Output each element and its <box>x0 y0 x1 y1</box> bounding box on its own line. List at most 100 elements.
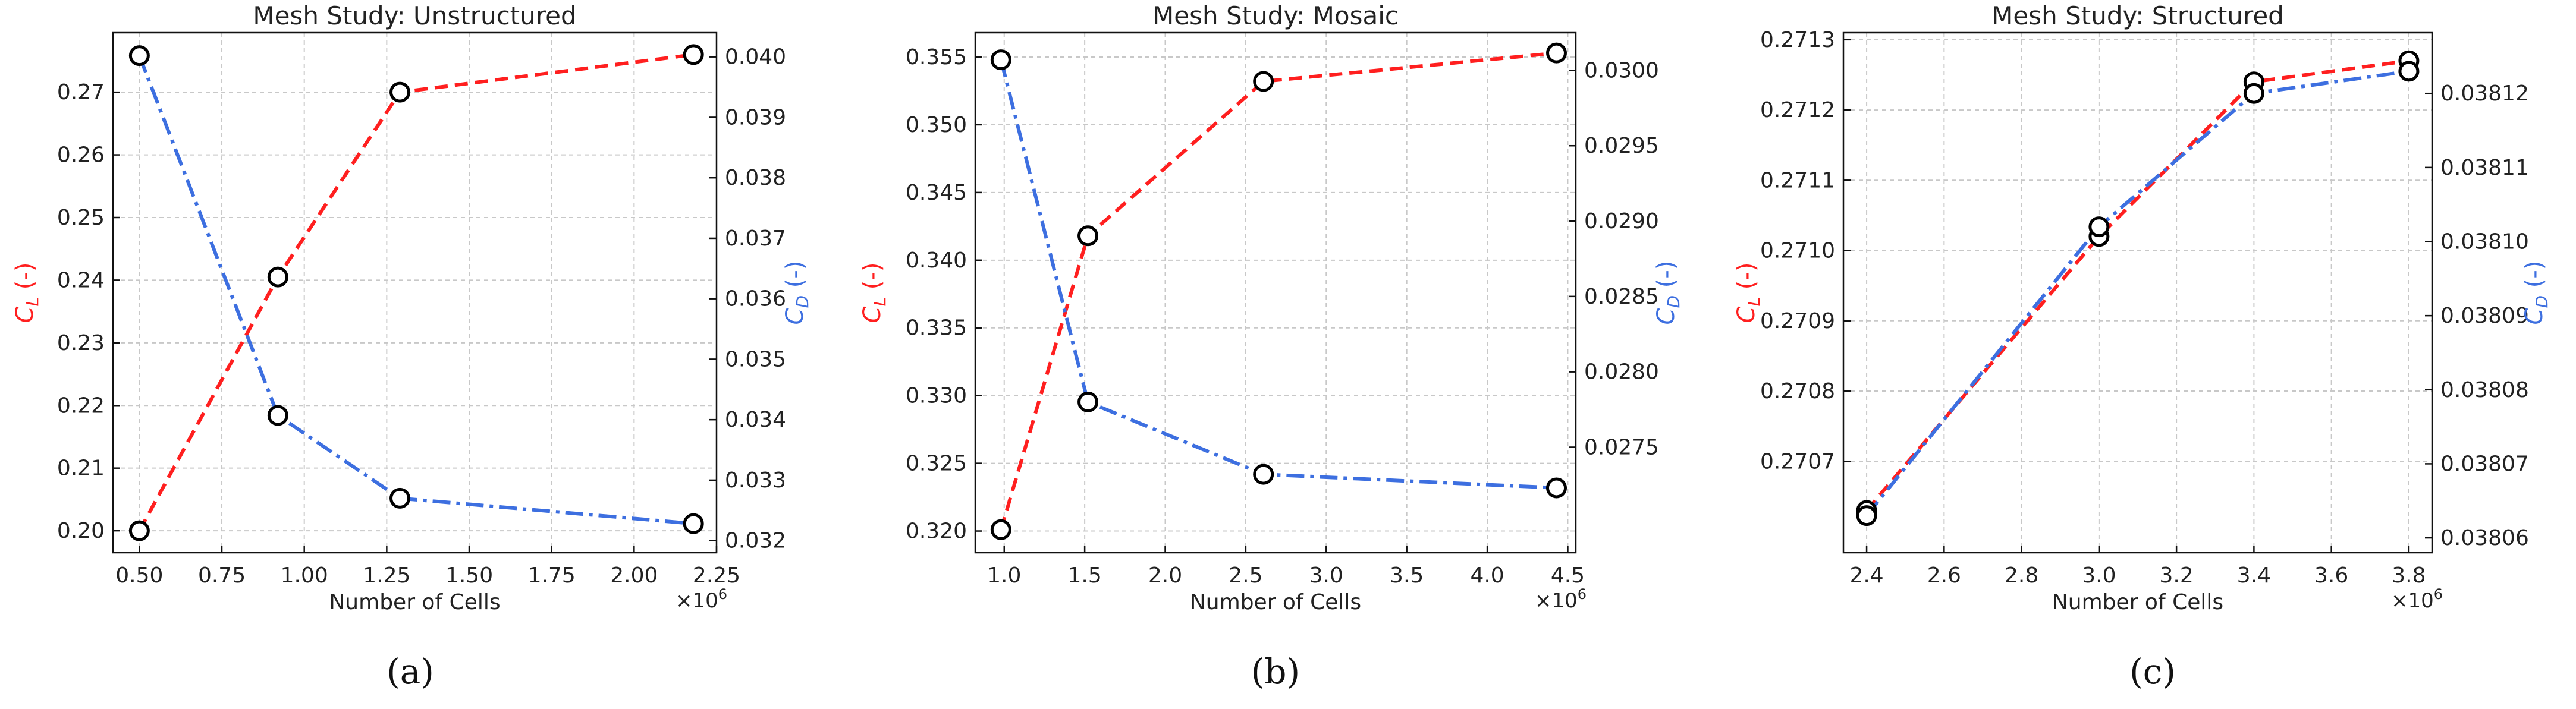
data-point-cd <box>1546 477 1567 499</box>
y-right-tick-label: 0.0275 <box>1584 435 1659 459</box>
y-left-axis-label: CL (-) <box>859 263 890 323</box>
y-right-tick-label: 0.034 <box>725 408 786 432</box>
y-right-tick-label: 0.035 <box>725 347 786 371</box>
y-left-tick-label: 0.325 <box>906 452 967 476</box>
y-right-tick-label: 0.0300 <box>1584 58 1659 83</box>
panel-caption: (a) <box>387 651 434 692</box>
y-left-tick-label: 0.320 <box>906 519 967 544</box>
data-point-cd <box>1856 505 1877 527</box>
x-tick-label: 1.75 <box>528 563 576 588</box>
data-point-cd <box>267 405 288 426</box>
y-left-axis-label: CL (-) <box>1733 263 1764 323</box>
x-tick-label: 2.6 <box>1927 563 1961 588</box>
data-point-cl <box>128 520 150 541</box>
y-left-tick-label: 0.355 <box>906 45 967 70</box>
x-scale-multiplier: ×106 <box>2391 586 2443 613</box>
chart-title: Mesh Study: Structured <box>1991 1 2284 30</box>
x-tick-label: 2.0 <box>1148 563 1182 588</box>
data-point-cl <box>1253 71 1274 92</box>
x-tick-label: 2.5 <box>1229 563 1262 588</box>
y-right-tick-label: 0.03809 <box>2440 304 2529 328</box>
x-tick-label: 1.25 <box>363 563 410 588</box>
data-point-cd <box>128 45 150 67</box>
y-right-tick-label: 0.03808 <box>2440 378 2529 402</box>
panel-caption: (b) <box>1251 651 1300 692</box>
data-point-cl <box>1077 225 1099 247</box>
data-point-cl <box>683 44 704 65</box>
y-right-tick-label: 0.033 <box>725 468 786 493</box>
y-left-tick-label: 0.25 <box>57 206 105 230</box>
series-line-cl <box>1865 59 2409 512</box>
y-left-tick-label: 0.2708 <box>1760 379 1835 404</box>
x-tick-label: 2.00 <box>610 563 658 588</box>
x-tick-label: 3.4 <box>2237 563 2271 588</box>
y-left-tick-label: 0.330 <box>906 384 967 408</box>
y-left-tick-label: 0.2713 <box>1760 28 1835 52</box>
y-left-tick-label: 0.23 <box>57 331 105 355</box>
x-tick-label: 1.50 <box>445 563 493 588</box>
y-right-tick-label: 0.03811 <box>2440 156 2529 180</box>
y-right-tick-label: 0.0280 <box>1584 360 1659 385</box>
plot-frame <box>1842 31 2433 554</box>
x-tick-label: 3.5 <box>1390 563 1424 588</box>
y-left-tick-label: 0.2711 <box>1760 168 1835 193</box>
series-line-cd <box>999 59 1557 490</box>
y-right-tick-label: 0.0290 <box>1584 209 1659 234</box>
x-scale-multiplier: ×106 <box>676 586 727 613</box>
x-tick-label: 0.75 <box>198 563 246 588</box>
y-right-tick-label: 0.03806 <box>2440 526 2529 550</box>
data-point-cd <box>683 513 704 534</box>
data-point-cl <box>1546 42 1567 64</box>
data-point-cl <box>389 81 411 103</box>
plot-frame <box>112 31 718 554</box>
y-left-tick-label: 0.24 <box>57 268 105 292</box>
y-right-tick-label: 0.032 <box>725 529 786 553</box>
y-left-tick-label: 0.20 <box>57 519 105 543</box>
x-tick-label: 0.50 <box>115 563 163 588</box>
chart-title: Mesh Study: Mosaic <box>1152 1 1399 30</box>
y-left-tick-label: 0.2712 <box>1760 98 1835 122</box>
series-line-cd <box>137 55 694 526</box>
y-right-axis-label: CD (-) <box>781 261 812 325</box>
y-left-tick-label: 0.345 <box>906 181 967 205</box>
y-right-tick-label: 0.039 <box>725 105 786 130</box>
x-axis-label: Number of Cells <box>2052 590 2223 615</box>
y-right-axis-label: CD (-) <box>1653 261 1683 325</box>
data-point-cl <box>267 266 288 288</box>
data-point-cd <box>389 487 411 509</box>
y-right-tick-label: 0.03812 <box>2440 81 2529 106</box>
y-left-tick-label: 0.21 <box>57 456 105 481</box>
data-point-cd <box>1077 391 1099 412</box>
x-tick-label: 3.8 <box>2392 563 2426 588</box>
panel-mosaic: 1.0 1.5 2.0 2.5 3.0 3.5 4.0 4.5 0.320 0.325 0.330 0… <box>859 1 1683 692</box>
y-right-tick-label: 0.03810 <box>2440 229 2529 254</box>
x-tick-label: 1.0 <box>987 563 1021 588</box>
y-left-axis-label: CL (-) <box>11 263 42 323</box>
x-tick-label: 1.5 <box>1067 563 1101 588</box>
y-right-tick-label: 0.038 <box>725 166 786 190</box>
y-left-tick-label: 0.335 <box>906 316 967 341</box>
series-line-cl <box>999 51 1557 531</box>
x-tick-label: 3.6 <box>2314 563 2348 588</box>
x-tick-label: 4.0 <box>1470 563 1504 588</box>
y-right-tick-label: 0.0285 <box>1584 285 1659 309</box>
panel-structured: 2.4 2.6 2.8 3.0 3.2 3.4 3.6 3.8 0.2707 0.2708 0.27… <box>1733 1 2552 692</box>
data-point-cd <box>990 49 1011 71</box>
x-axis-label: Number of Cells <box>329 590 500 615</box>
chart-title: Mesh Study: Unstructured <box>253 1 576 30</box>
y-left-tick-label: 0.26 <box>57 143 105 168</box>
y-left-tick-label: 0.2707 <box>1760 449 1835 474</box>
data-point-cd <box>2088 216 2110 238</box>
panel-unstructured: 0.50 0.75 1.00 1.25 1.50 1.75 2.00 2.25 0.20 0.21… <box>11 1 812 692</box>
x-tick-label: 2.8 <box>2005 563 2038 588</box>
data-point-cd <box>2398 61 2420 82</box>
series-line-cl <box>137 52 694 532</box>
y-left-tick-label: 0.2709 <box>1760 309 1835 333</box>
x-tick-label: 3.0 <box>2082 563 2116 588</box>
y-right-tick-label: 0.037 <box>725 226 786 251</box>
series-line-cd <box>1865 69 2409 517</box>
x-tick-label: 2.4 <box>1849 563 1883 588</box>
plot-frame <box>974 31 1577 554</box>
x-tick-label: 1.00 <box>281 563 328 588</box>
